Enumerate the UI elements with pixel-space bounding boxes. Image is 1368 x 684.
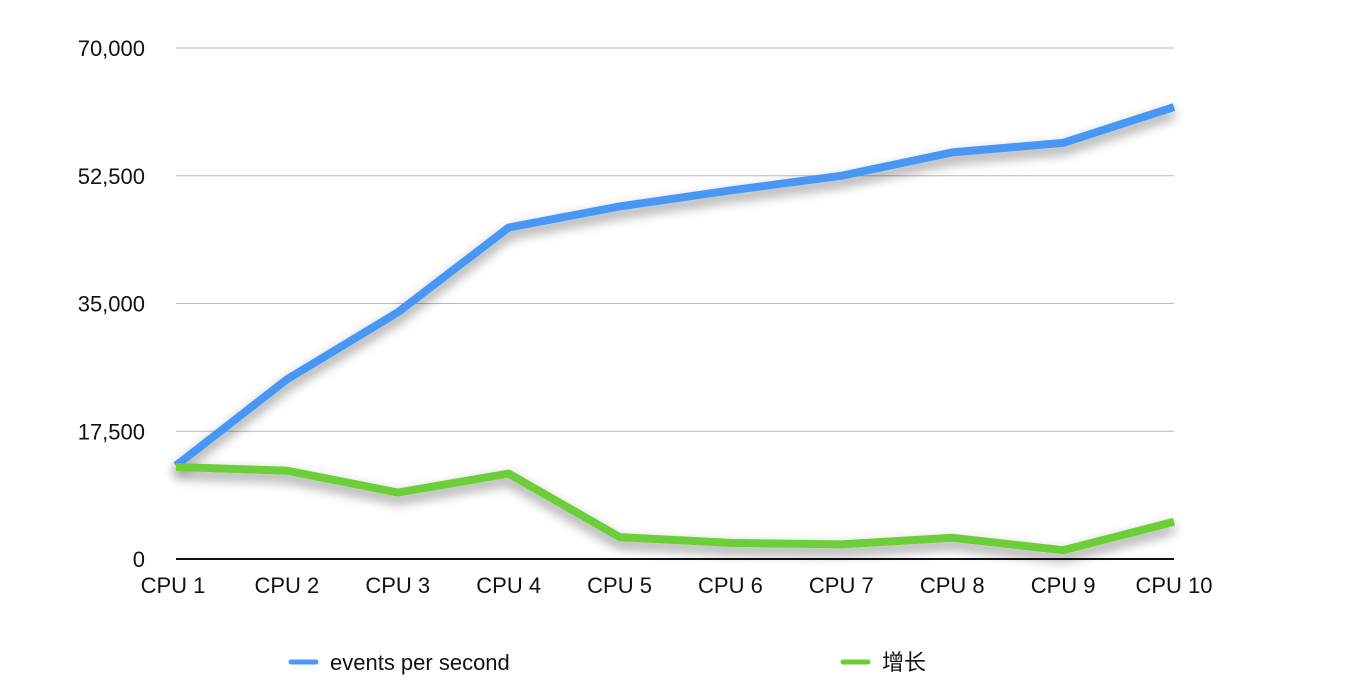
data-point	[616, 533, 624, 541]
y-tick-label: 35,000	[78, 292, 145, 317]
gridlines	[176, 47, 1174, 560]
legend-label: 增长	[882, 650, 926, 675]
x-axis-tick-labels: CPU 1 CPU 2 CPU 3 CPU 4 CPU 5 CPU 6 CPU 7 CPU 8…	[141, 573, 1213, 598]
x-tick-label: CPU 8	[920, 573, 985, 598]
data-point	[948, 148, 956, 156]
series-lines	[172, 103, 1178, 555]
legend-label: events per second	[330, 650, 510, 675]
y-axis-tick-labels: 0 17,500 35,000 52,500 70,000	[78, 36, 145, 572]
data-point	[837, 172, 845, 180]
series-line-1	[173, 103, 1176, 469]
x-tick-label: CPU 2	[254, 573, 319, 598]
data-point	[1059, 139, 1067, 147]
x-tick-label: CPU 1	[141, 573, 206, 598]
data-point	[837, 540, 845, 548]
x-tick-label: CPU 10	[1135, 573, 1212, 598]
data-point	[283, 375, 291, 383]
x-tick-label: CPU 3	[365, 573, 430, 598]
x-tick-label: CPU 6	[698, 573, 763, 598]
y-tick-label: 52,500	[78, 164, 145, 189]
x-tick-label: CPU 9	[1031, 573, 1096, 598]
y-tick-label: 17,500	[78, 419, 145, 444]
data-point	[172, 463, 180, 471]
data-point	[726, 539, 734, 547]
x-tick-label: CPU 7	[809, 573, 874, 598]
data-point	[616, 202, 624, 210]
x-tick-label: CPU 4	[476, 573, 541, 598]
data-point	[505, 470, 513, 478]
data-point	[1059, 546, 1067, 554]
data-point	[505, 224, 513, 232]
data-point	[726, 186, 734, 194]
data-point	[394, 489, 402, 497]
y-tick-label: 0	[133, 547, 145, 572]
data-point	[283, 467, 291, 475]
x-tick-label: CPU 5	[587, 573, 652, 598]
data-point	[948, 534, 956, 542]
series-line-2	[175, 463, 1175, 555]
legend: events per second 增长	[288, 650, 926, 675]
y-tick-label: 70,000	[78, 36, 145, 61]
data-point	[394, 308, 402, 316]
data-point	[1170, 103, 1178, 111]
data-point	[1170, 518, 1178, 526]
